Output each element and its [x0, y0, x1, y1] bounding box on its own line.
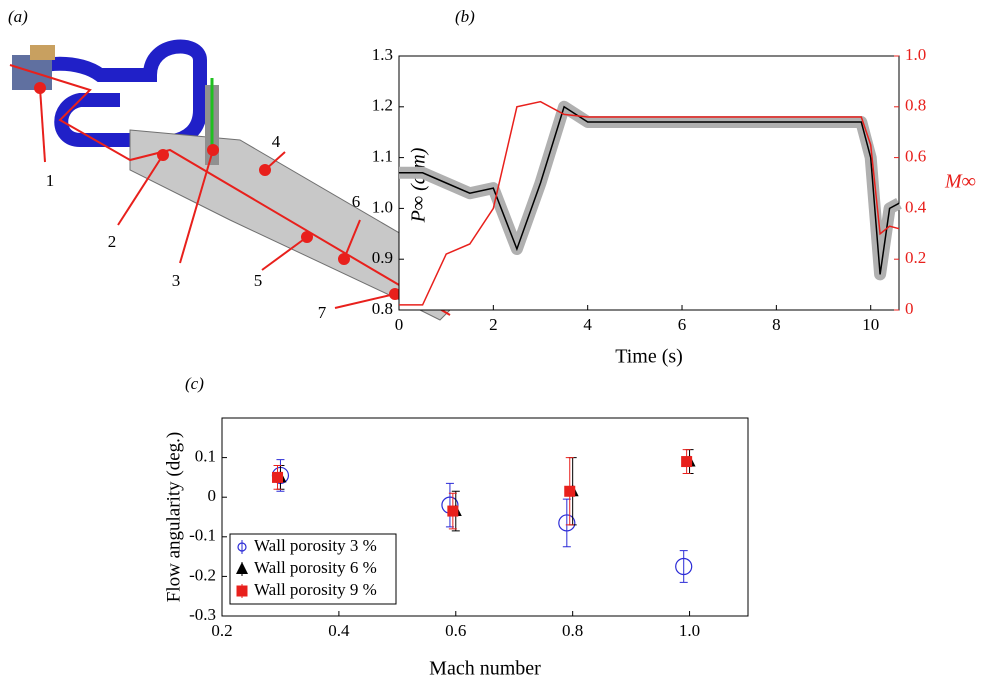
y2-tick-label: 0.2 [905, 248, 926, 267]
x-tick-label: 8 [772, 315, 781, 334]
x-tick-label: 2 [489, 315, 498, 334]
pipe [15, 39, 207, 149]
callout-lines [34, 82, 441, 309]
y-tick-label: -0.2 [189, 565, 216, 584]
callout: 5 [254, 271, 263, 290]
panel-label: (c) [185, 374, 204, 393]
legend-box [229, 533, 397, 605]
y2-tick-label: 0 [905, 299, 914, 318]
marker [558, 514, 576, 532]
marker [675, 557, 693, 576]
y-tick-label: 0 [208, 486, 217, 505]
marker [681, 456, 693, 468]
marker [564, 485, 576, 497]
x-axis-title: Time (s) [615, 346, 683, 368]
y-tick-label: -0.1 [189, 526, 216, 545]
x-tick-label: 6 [678, 315, 687, 334]
y-tick-label: 1.1 [372, 147, 393, 166]
y2-tick-label: 1.0 [905, 45, 926, 64]
y-axis-title: Flow angularity (deg.) [163, 432, 184, 602]
legend-label: Wall porosity 6 % [254, 558, 377, 577]
y-tick-label: 0.9 [372, 248, 393, 267]
marker [236, 562, 248, 574]
callout: 4 [272, 132, 281, 151]
y-tick-label: 1.3 [372, 45, 393, 64]
x-tick-label: 0.4 [328, 621, 350, 640]
actuator [30, 45, 55, 60]
y2-tick-label: 0.8 [905, 96, 926, 115]
callout: 1 [46, 171, 55, 190]
plot-frame [398, 55, 900, 311]
panel-label: (a) [8, 7, 28, 26]
y-tick-label: 1.0 [372, 197, 393, 216]
x-tick-label: 0.8 [562, 621, 583, 640]
y-tick-label: -0.3 [189, 605, 216, 624]
x-tick-label: 0 [395, 315, 404, 334]
y-tick-label: 1.2 [372, 96, 393, 115]
marker [236, 585, 248, 597]
flow-path [9, 64, 451, 316]
y-axis-title: P∞ (atm) [408, 147, 430, 223]
callout: 7 [318, 303, 327, 322]
x-tick-label: 1.0 [679, 621, 700, 640]
legend-label: Wall porosity 3 % [254, 536, 377, 555]
callout: 6 [352, 192, 361, 211]
callout: 3 [172, 271, 181, 290]
x-tick-label: 10 [862, 315, 879, 334]
x-tick-label: 0.6 [445, 621, 466, 640]
callout: 2 [108, 232, 117, 251]
x-tick-label: 4 [583, 315, 592, 334]
marker [237, 542, 247, 552]
error-bar [679, 550, 688, 583]
legend-label: Wall porosity 9 % [254, 580, 377, 599]
y2-axis-title: M∞ [944, 171, 976, 193]
y-tick-label: 0.1 [195, 447, 216, 466]
marker [447, 505, 459, 517]
y-tick-label: 0.8 [372, 299, 393, 318]
series-line [399, 105, 900, 275]
y2-tick-label: 0.4 [905, 197, 927, 216]
panel-a: (a) 1 2 3 4 5 6 7 8 [8, 7, 461, 322]
marker [272, 471, 284, 483]
y2-tick-label: 0.6 [905, 147, 926, 166]
x-tick-label: 0.2 [211, 621, 232, 640]
x-axis-title: Mach number [429, 658, 541, 680]
panel-label: (b) [455, 7, 475, 26]
series-line [399, 100, 900, 306]
